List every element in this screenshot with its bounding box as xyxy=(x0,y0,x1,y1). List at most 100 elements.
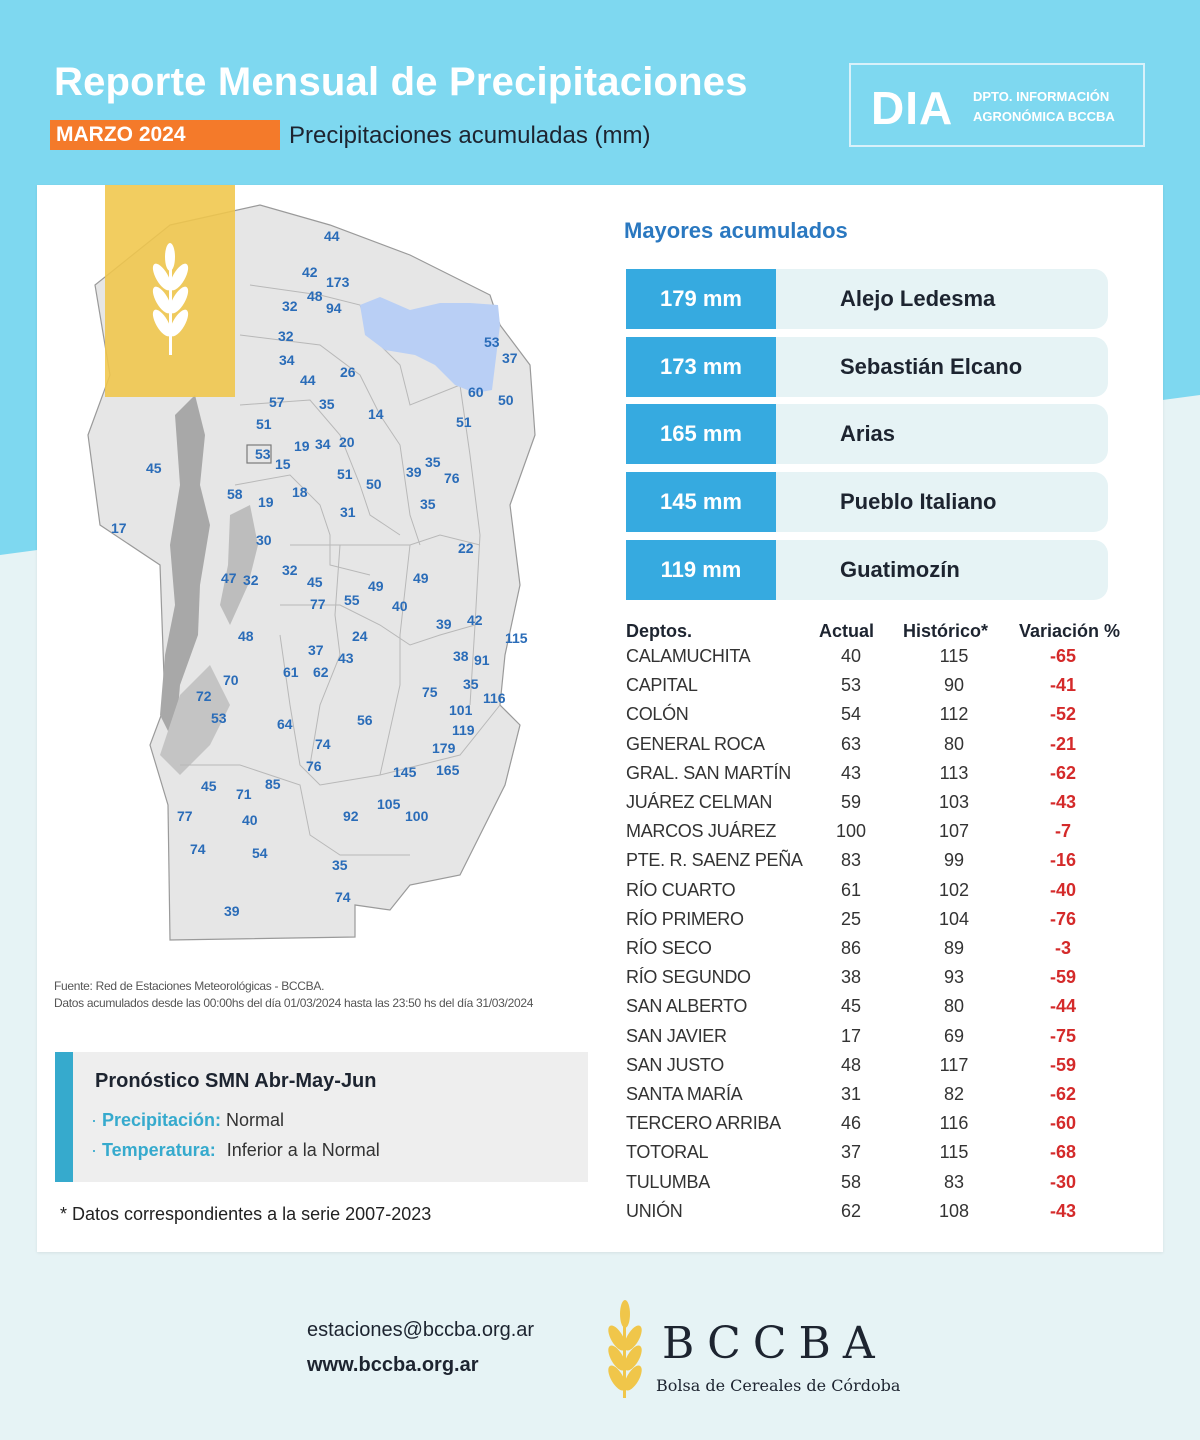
col-header-dep: Deptos. xyxy=(626,621,693,641)
bullet-dot: · xyxy=(91,1140,102,1160)
map-value-label: 49 xyxy=(368,578,384,594)
map-value-label: 62 xyxy=(313,664,329,680)
top-place-name: Sebastián Elcano xyxy=(776,337,1108,397)
dept-historico: 103 xyxy=(938,792,970,812)
dia-line1: DPTO. INFORMACIÓN xyxy=(973,89,1110,104)
map-value-label: 35 xyxy=(463,676,479,692)
map-value-label: 74 xyxy=(335,889,351,905)
forecast-temp-label: Temperatura: xyxy=(102,1140,216,1160)
dept-name: SAN JAVIER xyxy=(626,1025,727,1046)
map-value-label: 32 xyxy=(243,572,259,588)
map-value-label: 101 xyxy=(449,702,473,718)
map-value-label: 22 xyxy=(458,540,474,556)
dept-actual: 45 xyxy=(840,996,862,1017)
map-value-label: 58 xyxy=(227,486,243,502)
dept-actual: 40 xyxy=(840,646,862,666)
map-value-label: 35 xyxy=(319,396,335,412)
dept-actual: 86 xyxy=(840,938,862,958)
table-row: GRAL. SAN MARTÍN 43 113 -62 xyxy=(626,763,1146,792)
dept-historico: 82 xyxy=(943,1084,965,1104)
dept-actual: 59 xyxy=(840,792,862,812)
dept-historico: 115 xyxy=(939,1142,969,1163)
table-row: RÍO SECO 86 89 -3 xyxy=(626,938,1146,967)
top-place-name: Pueblo Italiano xyxy=(776,472,1108,532)
contact-web[interactable]: www.bccba.org.ar xyxy=(307,1354,479,1376)
map-value-label: 55 xyxy=(344,592,360,608)
dia-line2: AGRONÓMICA BCCBA xyxy=(973,109,1115,124)
map-value-label: 34 xyxy=(315,436,331,452)
top-mm-value: 179 mm xyxy=(626,269,776,329)
forecast-temp: · Temperatura: Inferior a la Normal xyxy=(91,1140,380,1161)
map-value-label: 71 xyxy=(236,786,252,802)
map-value-label: 94 xyxy=(326,300,342,316)
map-value-label: 70 xyxy=(223,672,239,688)
map-value-label: 14 xyxy=(368,406,384,422)
dept-name: TOTORAL xyxy=(626,1142,709,1163)
bullet-dot: · xyxy=(91,1110,102,1130)
dept-variacion: -76 xyxy=(1049,908,1076,929)
dept-actual: 63 xyxy=(840,733,862,754)
dia-logo: DIA xyxy=(871,82,954,134)
dept-name: PTE. R. SAENZ PEÑA xyxy=(626,850,803,871)
map-value-label: 38 xyxy=(453,648,469,664)
dept-historico: 113 xyxy=(939,762,969,783)
map-value-label: 20 xyxy=(339,434,355,450)
map-value-label: 76 xyxy=(306,758,322,774)
bccba-full-name: Bolsa de Cereales de Córdoba xyxy=(656,1376,901,1395)
dept-name: SAN ALBERTO xyxy=(626,996,748,1017)
map-value-label: 54 xyxy=(252,845,268,861)
map-value-label: 30 xyxy=(256,532,272,548)
dia-subtitle: DPTO. INFORMACIÓN AGRONÓMICA BCCBA xyxy=(973,87,1115,127)
map-value-label: 26 xyxy=(340,364,356,380)
dept-name: MARCOS JUÁREZ xyxy=(626,821,777,842)
dept-name: COLÓN xyxy=(626,704,689,725)
dept-name: SAN JUSTO xyxy=(626,1054,724,1075)
dept-historico: 99 xyxy=(943,850,965,871)
map-value-label: 32 xyxy=(282,298,298,314)
dept-name: SANTA MARÍA xyxy=(626,1084,743,1104)
dept-actual: 61 xyxy=(840,879,862,900)
top-accumulation-row: 119 mm Guatimozín xyxy=(626,540,1108,600)
forecast-precip: · Precipitación: Normal xyxy=(91,1110,284,1131)
map-value-label: 35 xyxy=(420,496,436,512)
wheat-icon xyxy=(608,1300,642,1398)
dept-historico: 108 xyxy=(938,1200,970,1221)
dept-historico: 107 xyxy=(938,821,970,842)
top-place-name: Alejo Ledesma xyxy=(776,269,1108,329)
forecast-accent-bar xyxy=(55,1052,73,1182)
dept-actual: 17 xyxy=(840,1025,862,1046)
dept-variacion: -68 xyxy=(1049,1142,1076,1163)
mountain-range-3 xyxy=(160,665,230,775)
map-value-label: 173 xyxy=(326,274,350,290)
map-value-label: 32 xyxy=(282,562,298,578)
top-accumulation-row: 145 mm Pueblo Italiano xyxy=(626,472,1108,532)
map-value-label: 43 xyxy=(338,650,354,666)
dept-actual: 62 xyxy=(840,1200,862,1221)
source-line2: Datos acumulados desde las 00:00hs del d… xyxy=(54,996,534,1010)
report-title: Reporte Mensual de Precipitaciones xyxy=(54,60,748,104)
col-header-historico: Histórico* xyxy=(903,621,989,641)
map-value-label: 85 xyxy=(265,776,281,792)
dept-historico: 117 xyxy=(939,1054,969,1075)
map-value-label: 44 xyxy=(324,228,340,244)
map-value-label: 115 xyxy=(505,630,528,646)
forecast-box: Pronóstico SMN Abr-May-Jun · Precipitaci… xyxy=(55,1052,588,1182)
dept-historico: 115 xyxy=(939,646,969,666)
map-value-label: 77 xyxy=(177,808,193,824)
map-value-label: 42 xyxy=(302,264,318,280)
dept-actual: 54 xyxy=(840,704,862,725)
source-line1: Fuente: Red de Estaciones Meteorológicas… xyxy=(54,979,325,993)
dept-actual: 83 xyxy=(840,850,862,871)
cordoba-map xyxy=(87,185,536,941)
map-value-label: 116 xyxy=(483,690,506,706)
map-value-label: 56 xyxy=(357,712,373,728)
dept-name: RÍO PRIMERO xyxy=(626,908,744,929)
mountain-range-2 xyxy=(220,505,258,625)
dept-name: RÍO SECO xyxy=(626,938,712,958)
map-value-label: 53 xyxy=(211,710,227,726)
map-value-label: 74 xyxy=(315,736,331,752)
contact-email[interactable]: estaciones@bccba.org.ar xyxy=(307,1319,535,1341)
dept-variacion: -62 xyxy=(1049,1084,1076,1104)
map-value-label: 24 xyxy=(352,628,368,644)
dia-logo-box: DIA DPTO. INFORMACIÓN AGRONÓMICA BCCBA xyxy=(849,63,1145,147)
